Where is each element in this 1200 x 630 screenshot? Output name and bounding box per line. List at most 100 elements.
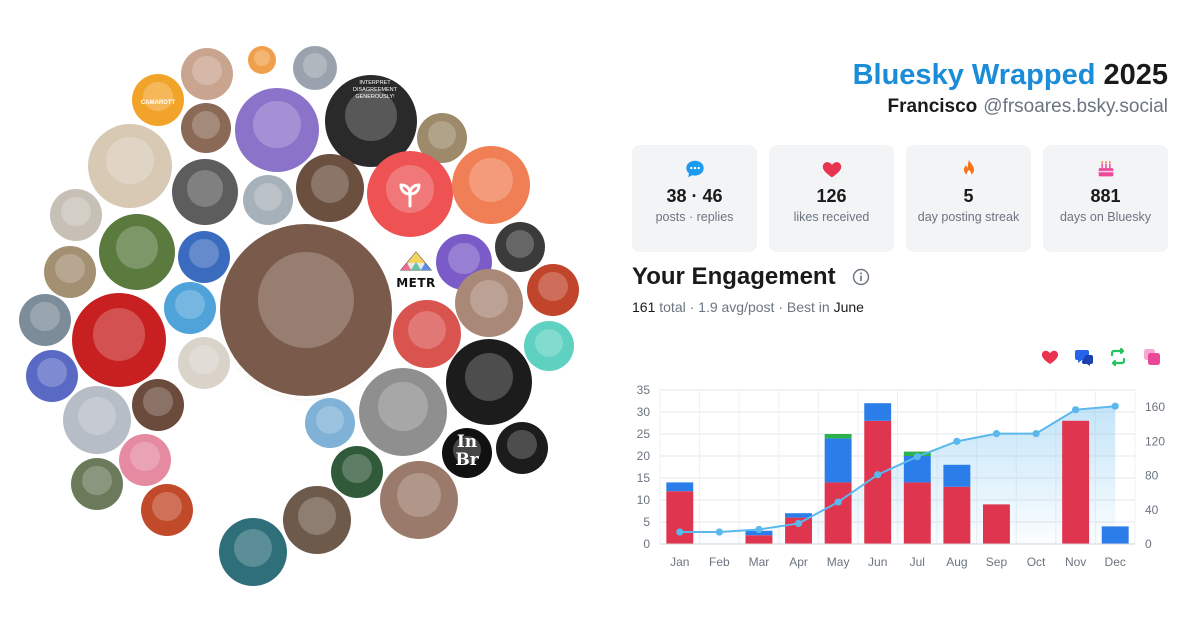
avatar-connection[interactable] <box>243 175 293 225</box>
quote-icon[interactable] <box>1142 347 1162 367</box>
metr-logo: METR <box>392 250 440 290</box>
cumulative-point <box>834 498 842 506</box>
avatar-connection[interactable] <box>63 386 131 454</box>
x-tick-label: Oct <box>1027 555 1046 569</box>
avatar-connection[interactable] <box>141 484 193 536</box>
avatar-connection[interactable] <box>495 222 545 272</box>
x-tick-label: Apr <box>789 555 808 569</box>
avatar-connection[interactable] <box>305 398 355 448</box>
best-month: June <box>833 299 864 315</box>
avatar-connection[interactable] <box>119 434 171 486</box>
avatar-connection[interactable] <box>293 46 337 90</box>
cumulative-point <box>874 471 882 479</box>
x-tick-label: Mar <box>749 555 770 569</box>
avatar-connection[interactable] <box>172 159 238 225</box>
x-tick-label: Nov <box>1065 555 1086 569</box>
engagement-chart: 0 5 10 15 20 25 30 35 0 40 80 120 160 Jan Feb Mar Apr May… <box>637 383 1166 569</box>
y-right-tick-label: 40 <box>1145 503 1159 517</box>
avatar-connection[interactable] <box>44 246 96 298</box>
avatar-connection[interactable] <box>452 146 530 224</box>
reply-icon[interactable] <box>1074 347 1094 367</box>
avatar-connection[interactable] <box>527 264 579 316</box>
stat-value: 881 <box>1090 186 1121 206</box>
x-tick-label: Feb <box>709 555 730 569</box>
separator: · <box>689 299 695 315</box>
y-right-tick-label: 0 <box>1145 537 1152 551</box>
user-name: Francisco <box>887 96 978 117</box>
avatar-connection[interactable] <box>181 103 231 153</box>
avatar-connection[interactable] <box>296 154 364 222</box>
best-prefix: Best in <box>786 299 830 315</box>
heart-icon[interactable] <box>1040 347 1060 367</box>
y-tick-label: 20 <box>637 449 651 463</box>
avatar-connection[interactable] <box>446 339 532 425</box>
avatar-connection[interactable] <box>26 350 78 402</box>
avatar-connection[interactable] <box>164 282 216 334</box>
bar-likes <box>943 486 971 544</box>
y-tick-label: 5 <box>643 515 650 529</box>
cumulative-point <box>755 525 763 534</box>
y-tick-label: 10 <box>637 493 651 507</box>
avatar-connection[interactable] <box>283 486 351 554</box>
y-tick-label: 30 <box>637 405 651 419</box>
avatar-connection[interactable] <box>393 300 461 368</box>
info-icon[interactable] <box>852 268 870 286</box>
avatar-connection[interactable] <box>99 214 175 290</box>
avatar-connection[interactable] <box>71 458 123 510</box>
avatar-connection[interactable] <box>50 189 102 241</box>
avatar-connection[interactable] <box>359 368 447 456</box>
header: Bluesky Wrapped 2025 Francisco @frsoares.… <box>853 56 1168 120</box>
inbr-logo-text: In Br <box>449 433 485 469</box>
user-handle[interactable]: @frsoares.bsky.social <box>983 96 1168 117</box>
avatar-connection[interactable] <box>88 124 172 208</box>
avatar-connection[interactable] <box>178 231 230 283</box>
avatar-connection[interactable] <box>219 518 287 586</box>
bar-likes <box>824 482 852 544</box>
y-tick-label: 25 <box>637 427 651 441</box>
avatar-connection[interactable] <box>178 337 230 389</box>
avatar-connection[interactable] <box>181 48 233 100</box>
engagement-avg: 1.9 avg/post <box>698 299 775 315</box>
bar-replies <box>824 438 852 483</box>
avatar-connection[interactable] <box>132 379 184 431</box>
avatar-connection[interactable] <box>455 269 523 337</box>
cumulative-point <box>794 519 803 528</box>
cumulative-point <box>1032 430 1040 438</box>
x-tick-label: May <box>827 555 850 569</box>
avatar-connection[interactable] <box>19 294 71 346</box>
avatar-main-user[interactable] <box>220 224 392 396</box>
y-tick-label: 0 <box>643 537 650 551</box>
stat-card-days: 881 days on Bluesky <box>1043 145 1168 252</box>
y-tick-label: 35 <box>637 383 651 397</box>
avatar-connection[interactable] <box>496 422 548 474</box>
sprout-icon <box>399 183 421 208</box>
bar-replies <box>785 513 812 518</box>
speech-bubble-icon <box>685 160 704 178</box>
cumulative-point <box>913 453 921 461</box>
stat-value: 126 <box>816 186 847 206</box>
camarott-logo-text: CAMAROTT <box>140 100 176 106</box>
avatar-connection[interactable] <box>132 74 184 126</box>
avatar-connection[interactable] <box>72 293 166 387</box>
avatar-connection[interactable] <box>442 428 492 478</box>
year: 2025 <box>1103 59 1168 91</box>
x-tick-label: Sep <box>986 555 1008 569</box>
stat-card-streak: 5 day posting streak <box>906 145 1031 252</box>
cumulative-point <box>1111 402 1119 410</box>
stat-value: 38 · 46 <box>666 186 723 206</box>
avatar-connection[interactable] <box>331 446 383 498</box>
flame-icon <box>963 159 974 176</box>
repost-icon[interactable] <box>1108 347 1128 367</box>
avatar-connection[interactable] <box>235 88 319 172</box>
cumulative-point <box>676 528 684 536</box>
avatar-connection[interactable] <box>524 321 574 371</box>
bar-likes <box>903 482 931 544</box>
avatar-connection[interactable] <box>380 461 458 539</box>
cumulative-point <box>715 528 723 536</box>
y-right-tick-label: 120 <box>1145 434 1165 448</box>
x-tick-label: Aug <box>946 555 967 569</box>
stat-label: posts · replies <box>655 210 734 224</box>
bar-replies <box>1101 526 1129 544</box>
chart-axes: 0 5 10 15 20 25 30 35 0 40 80 120 160 Jan Feb Mar Apr May… <box>637 383 1166 569</box>
avatar-connection[interactable] <box>248 46 276 74</box>
